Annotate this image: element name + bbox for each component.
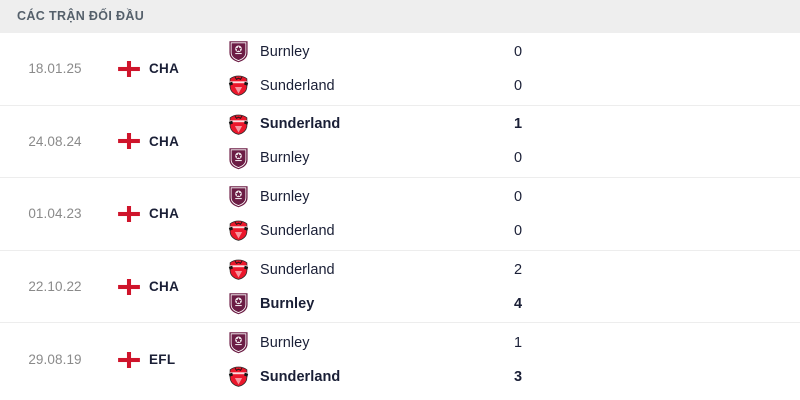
panel-header: CÁC TRẬN ĐỐI ĐẦU	[0, 0, 800, 33]
home-team-row[interactable]: Sunderland	[228, 259, 480, 280]
burnley-crest-icon	[228, 292, 249, 315]
home-team-row[interactable]: Sunderland	[228, 114, 480, 135]
england-flag-icon	[118, 133, 140, 150]
away-team-row[interactable]: Burnley	[228, 292, 480, 315]
away-team-name: Burnley	[260, 295, 315, 312]
home-team-row[interactable]: Burnley	[228, 331, 480, 354]
england-flag-icon	[118, 60, 140, 77]
burnley-crest-icon	[228, 185, 249, 208]
burnley-crest-icon	[228, 331, 249, 354]
away-team-row[interactable]: Sunderland	[228, 219, 480, 242]
teams-cell: Burnley Sunderland	[210, 40, 480, 97]
sunderland-crest-icon	[228, 219, 249, 242]
teams-cell: Sunderland Burnley	[210, 259, 480, 315]
home-team-name: Burnley	[260, 334, 310, 351]
competition-cell: CHA	[110, 133, 210, 150]
away-team-row[interactable]: Sunderland	[228, 366, 480, 387]
competition-code: CHA	[149, 279, 180, 295]
home-team-score: 1	[514, 334, 523, 351]
match-list: 18.01.25 CHA Burnley Sunderland 0 0 24.08.24 CH…	[0, 33, 800, 396]
competition-code: CHA	[149, 206, 180, 222]
home-team-name: Sunderland	[260, 116, 341, 133]
england-flag-icon	[118, 351, 140, 368]
away-team-score: 0	[514, 77, 523, 94]
page-title: CÁC TRẬN ĐỐI ĐẦU	[17, 9, 145, 24]
away-team-name: Sunderland	[260, 222, 335, 239]
burnley-crest-icon	[228, 40, 249, 63]
away-team-score: 3	[514, 368, 523, 385]
match-row[interactable]: 24.08.24 CHA Sunderland Burnley 1 0	[0, 105, 800, 179]
match-date: 18.01.25	[28, 61, 82, 77]
england-flag-icon	[118, 205, 140, 222]
away-team-name: Sunderland	[260, 368, 341, 385]
away-team-row[interactable]: Sunderland	[228, 74, 480, 97]
match-row[interactable]: 22.10.22 CHA Sunderland Burnley 2 4	[0, 250, 800, 324]
away-team-score: 0	[514, 150, 523, 167]
competition-code: CHA	[149, 61, 180, 77]
competition-code: CHA	[149, 133, 180, 149]
sunderland-crest-icon	[228, 365, 249, 388]
competition-cell: CHA	[110, 205, 210, 222]
sunderland-crest-icon	[228, 74, 249, 97]
competition-code: EFL	[149, 352, 176, 368]
away-team-name: Burnley	[260, 150, 310, 167]
competition-cell: EFL	[110, 351, 210, 368]
burnley-crest-icon	[228, 147, 249, 170]
away-team-score: 0	[514, 222, 523, 239]
match-row[interactable]: 01.04.23 CHA Burnley Sunderland 0 0	[0, 178, 800, 251]
teams-cell: Burnley Sunderland	[210, 332, 480, 387]
match-date: 24.08.24	[28, 133, 82, 149]
teams-cell: Sunderland Burnley	[210, 114, 480, 170]
away-team-row[interactable]: Burnley	[228, 147, 480, 170]
england-flag-icon	[118, 278, 140, 295]
home-team-score: 2	[514, 261, 523, 278]
sunderland-crest-icon	[228, 113, 249, 136]
match-date: 22.10.22	[28, 279, 82, 295]
away-team-score: 4	[514, 295, 523, 312]
home-team-row[interactable]: Burnley	[228, 40, 480, 63]
home-team-score: 0	[514, 188, 523, 205]
teams-cell: Burnley Sunderland	[210, 185, 480, 242]
competition-cell: CHA	[110, 278, 210, 295]
home-team-score: 1	[514, 116, 523, 133]
home-team-score: 0	[514, 43, 523, 60]
competition-cell: CHA	[110, 60, 210, 77]
home-team-name: Sunderland	[260, 261, 335, 278]
home-team-row[interactable]: Burnley	[228, 185, 480, 208]
away-team-name: Sunderland	[260, 77, 335, 94]
home-team-name: Burnley	[260, 188, 310, 205]
home-team-name: Burnley	[260, 43, 310, 60]
match-date: 01.04.23	[28, 206, 82, 222]
sunderland-crest-icon	[228, 258, 249, 281]
match-date: 29.08.19	[28, 352, 82, 368]
match-row[interactable]: 18.01.25 CHA Burnley Sunderland 0 0	[0, 33, 800, 106]
match-row[interactable]: 29.08.19 EFL Burnley Sunderland 1 3	[0, 323, 800, 396]
